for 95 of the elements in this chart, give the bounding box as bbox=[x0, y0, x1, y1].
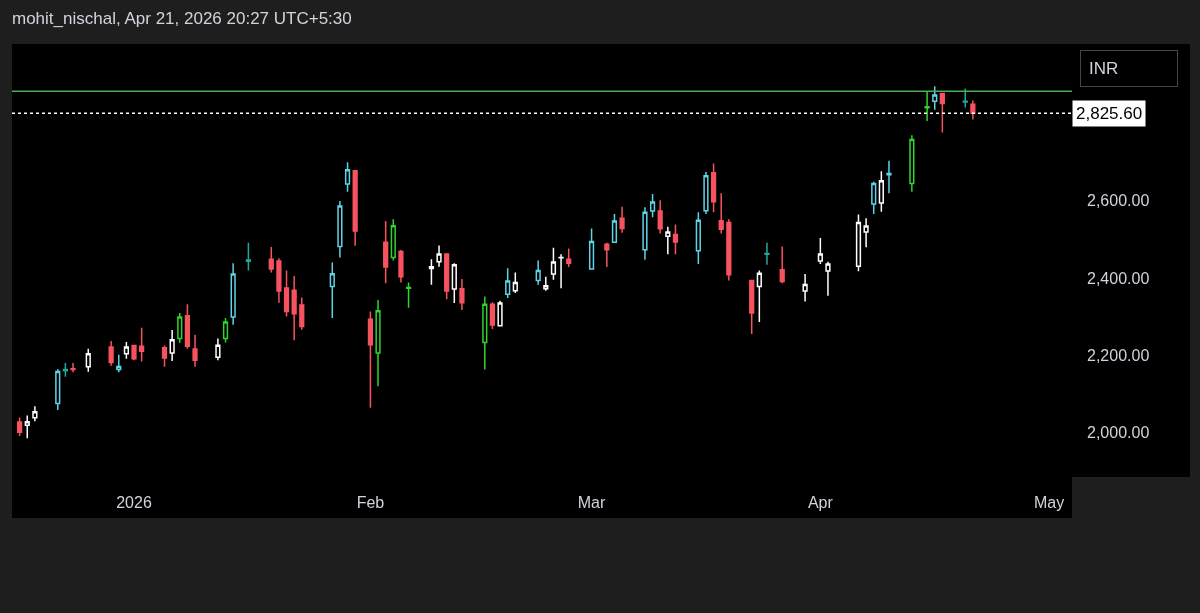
candlestick bbox=[649, 193, 656, 218]
candlestick bbox=[375, 299, 381, 387]
candlestick bbox=[268, 246, 274, 274]
candlestick bbox=[535, 259, 541, 286]
candlestick bbox=[329, 261, 335, 319]
candlestick bbox=[398, 249, 404, 284]
candlestick bbox=[543, 275, 549, 292]
candlestick bbox=[566, 247, 572, 268]
candlestick bbox=[390, 218, 396, 262]
candlestick bbox=[299, 296, 305, 331]
candlestick bbox=[817, 237, 823, 265]
candlestick bbox=[367, 310, 374, 409]
candlestick bbox=[131, 344, 137, 361]
candlestick bbox=[970, 99, 976, 121]
candlestick bbox=[825, 260, 831, 297]
candlestick bbox=[459, 278, 465, 311]
x-tick-label: Apr bbox=[807, 494, 834, 511]
candlestick bbox=[703, 171, 709, 215]
candlestick bbox=[863, 217, 869, 249]
candlestick bbox=[642, 206, 648, 261]
candlestick bbox=[909, 134, 915, 193]
candlestick bbox=[505, 267, 511, 299]
candlestick bbox=[85, 347, 91, 373]
candlestick bbox=[710, 162, 717, 213]
candlestick bbox=[62, 362, 68, 378]
candlestick bbox=[344, 161, 351, 193]
candlestick bbox=[405, 281, 412, 309]
candlestick bbox=[169, 329, 175, 362]
candlestick bbox=[726, 218, 732, 282]
candlestick bbox=[802, 273, 808, 303]
candlestick bbox=[123, 341, 130, 360]
candlestick bbox=[482, 295, 488, 371]
candlestick bbox=[672, 223, 679, 256]
candlestick bbox=[383, 220, 389, 285]
candlestick bbox=[24, 414, 30, 440]
candlestick bbox=[558, 253, 564, 290]
candlestick bbox=[489, 301, 496, 330]
candlestick bbox=[512, 271, 518, 294]
candlestick bbox=[291, 275, 297, 341]
y-tick-label: 2,400.00 bbox=[1087, 269, 1150, 287]
candlestick bbox=[611, 213, 618, 244]
candlestick bbox=[139, 327, 145, 363]
candlestick bbox=[55, 368, 61, 411]
candlestick bbox=[962, 87, 968, 109]
candlestick bbox=[70, 362, 76, 373]
candlestick bbox=[184, 303, 191, 350]
candlestick bbox=[352, 170, 358, 247]
candlestick bbox=[924, 91, 930, 122]
candlestick bbox=[222, 317, 229, 344]
candlestick bbox=[878, 170, 884, 213]
candlestick bbox=[497, 299, 503, 328]
y-tick-label: 2,600.00 bbox=[1087, 192, 1150, 210]
candlestick bbox=[695, 211, 701, 265]
candlestick bbox=[756, 269, 762, 323]
x-tick-label: May bbox=[1034, 494, 1065, 511]
candlestick bbox=[718, 192, 724, 235]
x-tick-label: Feb bbox=[356, 494, 385, 511]
candlestick bbox=[337, 200, 343, 259]
candlestick bbox=[276, 257, 282, 304]
text: INR bbox=[1089, 59, 1119, 78]
candlestick bbox=[932, 85, 938, 111]
candlestick bbox=[939, 92, 945, 134]
chart-title: mohit_nischal, Apr 21, 2026 20:27 UTC+5:30 bbox=[12, 8, 352, 28]
candlestick bbox=[779, 245, 785, 285]
x-tick-label: 2026 bbox=[116, 494, 152, 511]
y-tick-label: 2,000.00 bbox=[1087, 424, 1150, 442]
candlestick bbox=[108, 340, 114, 367]
candlestick bbox=[764, 241, 770, 266]
candlestick bbox=[215, 337, 221, 361]
candlestick bbox=[604, 241, 610, 268]
candlestick bbox=[116, 354, 122, 373]
candlestick bbox=[550, 246, 557, 281]
x-tick-label: Mar bbox=[577, 494, 607, 511]
candlestick bbox=[245, 241, 252, 272]
candlestick bbox=[451, 262, 457, 304]
candlestick bbox=[886, 160, 892, 194]
ref-line-label: 2,825.60 bbox=[1076, 104, 1143, 123]
candlestick bbox=[161, 344, 168, 368]
candlestick bbox=[283, 269, 290, 318]
candlestick bbox=[444, 253, 450, 300]
candlestick bbox=[855, 213, 862, 273]
candlestick bbox=[32, 405, 38, 423]
candlestick bbox=[619, 206, 625, 234]
candlestick bbox=[17, 416, 23, 437]
candlestick bbox=[436, 244, 442, 268]
candlestick bbox=[871, 180, 877, 215]
candlestick bbox=[192, 333, 198, 368]
candlestick bbox=[230, 262, 236, 326]
candlestick bbox=[177, 312, 183, 344]
candlestick bbox=[588, 227, 595, 271]
candlestick bbox=[428, 258, 435, 286]
candlestick bbox=[657, 199, 663, 235]
y-tick-label: 2,200.00 bbox=[1087, 346, 1150, 364]
candlestick bbox=[665, 226, 671, 256]
candlestick bbox=[749, 279, 755, 335]
